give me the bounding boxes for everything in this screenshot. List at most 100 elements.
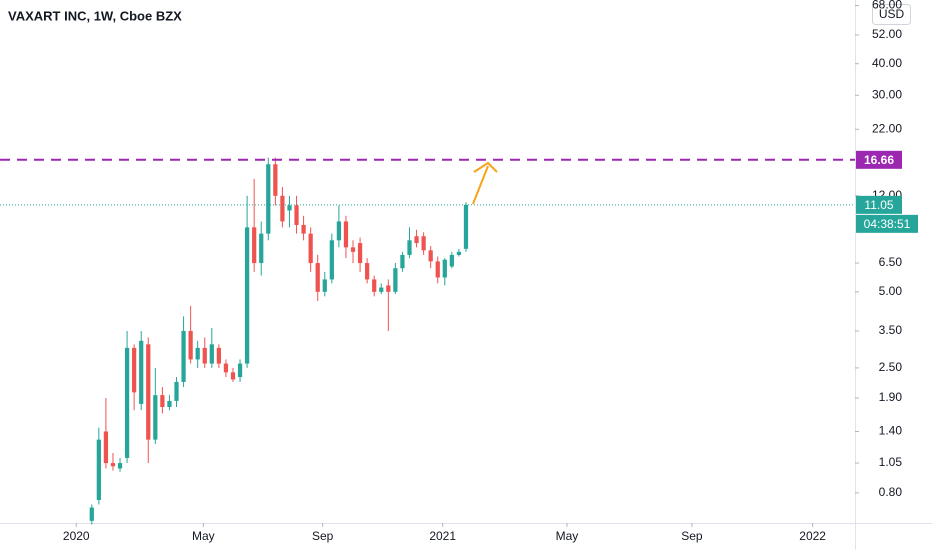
candle <box>117 457 123 472</box>
candle-body <box>350 247 356 252</box>
y-tick-label: 6.50 <box>879 255 903 269</box>
currency-label[interactable]: USD <box>879 7 905 21</box>
candle-body <box>195 347 200 360</box>
candle <box>202 337 207 368</box>
y-tick-label: 68.00 <box>872 0 902 12</box>
candle <box>442 258 447 286</box>
candle-body <box>393 268 398 292</box>
candle-body <box>124 347 130 458</box>
candle-body <box>414 236 419 244</box>
y-tick-label: 1.05 <box>879 455 903 469</box>
candle-body <box>315 263 320 292</box>
x-tick-label: 2022 <box>799 529 826 543</box>
candle <box>96 427 101 505</box>
candle-body <box>421 236 426 251</box>
candle <box>379 283 384 295</box>
currency-button-frame[interactable] <box>872 4 911 25</box>
candle <box>357 237 363 272</box>
candle-body <box>181 330 186 382</box>
horizontal-line-label-box <box>856 150 902 169</box>
y-tick-label: 2.50 <box>879 360 903 374</box>
x-tick-label: May <box>192 529 215 543</box>
candle-body <box>230 372 236 380</box>
candle <box>259 221 264 276</box>
candle-body <box>132 347 137 393</box>
candle-body <box>308 233 313 264</box>
x-tick-label: Sep <box>681 529 703 543</box>
candle <box>280 187 285 228</box>
x-tick-label: 2020 <box>63 529 90 543</box>
candle <box>103 397 109 469</box>
currency-button[interactable]: USD <box>872 4 911 25</box>
y-tick-label: 1.90 <box>879 390 903 404</box>
candle-body <box>386 285 391 292</box>
candle <box>209 327 214 368</box>
candle <box>174 377 179 408</box>
candle <box>195 340 200 368</box>
candle-body <box>216 347 221 364</box>
candle-body <box>365 263 370 280</box>
candle <box>294 195 299 234</box>
candle-body <box>343 221 349 248</box>
candle-body <box>174 381 179 401</box>
candle <box>160 387 165 414</box>
candle <box>237 359 243 382</box>
candle-body <box>252 227 257 264</box>
candle <box>463 202 469 252</box>
candle <box>350 240 356 264</box>
candle <box>308 227 313 272</box>
candle <box>273 157 278 206</box>
candle-body <box>237 363 243 378</box>
candle <box>266 157 271 241</box>
arrow-annotation <box>472 161 498 205</box>
candle <box>153 367 158 444</box>
candle <box>216 344 221 368</box>
candle <box>414 229 419 248</box>
y-tick-label: 40.00 <box>872 56 902 70</box>
candle-body <box>456 251 462 255</box>
candle <box>287 195 292 228</box>
candle <box>252 178 257 272</box>
candle-body <box>336 221 342 241</box>
candle <box>244 195 250 368</box>
candle <box>223 359 229 378</box>
candle <box>301 215 306 241</box>
candle-body <box>117 463 123 469</box>
x-tick-label: 2021 <box>429 529 456 543</box>
candle-body <box>428 250 433 262</box>
horizontal-line-label: 16.66 <box>864 153 894 167</box>
candle-body <box>301 224 306 234</box>
arrow-shaft <box>472 165 489 205</box>
candle <box>230 367 236 382</box>
candle-body <box>357 243 363 264</box>
candle-body <box>442 259 447 278</box>
arrow-head <box>473 161 498 173</box>
y-tick-label: 22.00 <box>872 121 902 135</box>
candle <box>428 245 433 269</box>
candle-body <box>287 205 292 211</box>
candle <box>343 215 349 259</box>
candle <box>124 330 130 464</box>
countdown-box <box>856 214 918 233</box>
y-tick-label: 0.80 <box>879 485 903 499</box>
candle-body <box>96 439 101 500</box>
y-tick-label: 5.00 <box>879 284 903 298</box>
plot <box>0 157 855 525</box>
candle <box>336 205 342 248</box>
candle-body <box>449 254 454 267</box>
candle-body <box>244 227 250 364</box>
candle-body <box>146 344 151 440</box>
candle <box>456 248 462 257</box>
last-price-label-box <box>856 195 902 214</box>
candle <box>386 279 391 331</box>
candle <box>110 453 116 471</box>
candle-body <box>223 363 229 373</box>
candle-body <box>209 344 214 364</box>
candle <box>188 305 193 364</box>
candle-body <box>273 164 278 196</box>
candle <box>393 263 398 295</box>
candle <box>329 233 334 284</box>
candle-body <box>188 330 193 360</box>
